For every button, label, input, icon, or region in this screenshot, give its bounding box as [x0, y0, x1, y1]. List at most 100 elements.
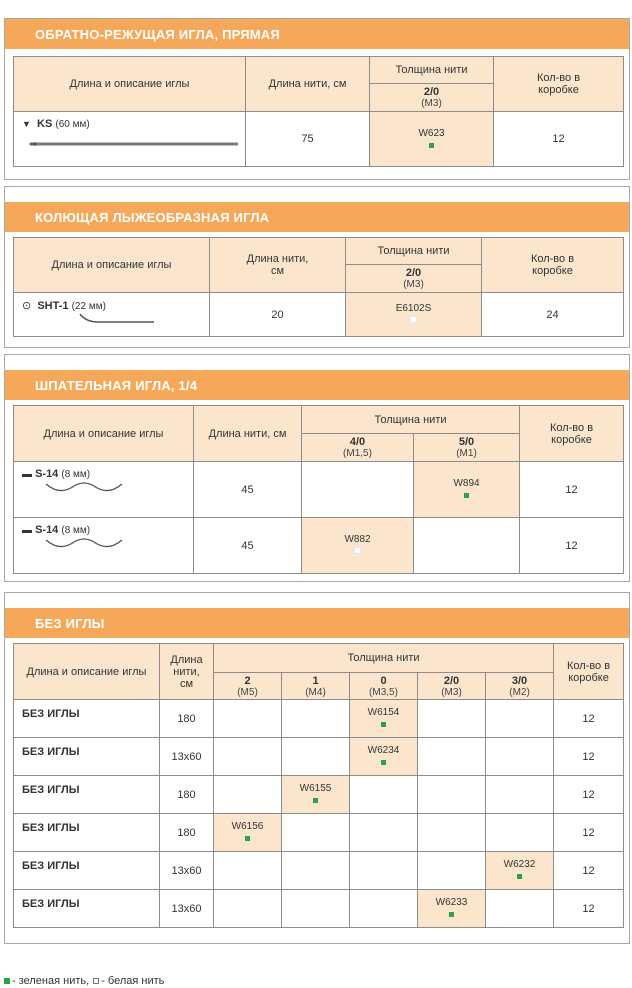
count-cell: 12	[553, 889, 625, 928]
length-cell: 45	[193, 517, 302, 574]
white-thread-marker	[410, 316, 417, 323]
product-code-cell: W6232	[484, 851, 555, 890]
empty-cell	[213, 699, 282, 738]
size-header: 2 (M5)	[213, 672, 282, 700]
header-needle: Длина и описание иглы	[13, 643, 160, 700]
needle-description: ▬ S-14 (8 мм)	[13, 517, 194, 574]
section-cutting-needle: ОБРАТНО-РЕЖУЩАЯ ИГЛА, ПРЯМАЯ Длина и опи…	[4, 18, 630, 180]
section-no-needle: БЕЗ ИГЛЫ Длина и описание иглы Длина нит…	[4, 592, 630, 944]
needle-description: ▬ S-14 (8 мм)	[13, 461, 194, 518]
empty-cell	[417, 851, 486, 890]
green-thread-marker	[449, 912, 454, 917]
curved-needle-icon	[45, 482, 123, 492]
product-table: Длина и описание иглы Длина нити, см Тол…	[13, 643, 625, 928]
count-cell: 12	[553, 737, 625, 776]
empty-cell	[281, 737, 350, 776]
header-thickness: Толщина нити	[301, 405, 520, 434]
product-code-cell: W623	[369, 111, 494, 167]
header-length: Длина нити, см	[193, 405, 302, 462]
green-thread-marker	[313, 798, 318, 803]
triangle-down-icon: ▼	[22, 119, 31, 129]
header-count: Кол-во в коробке	[519, 405, 624, 462]
count-cell: 12	[553, 851, 625, 890]
header-length: Длина нити, см	[159, 643, 214, 700]
empty-cell	[213, 737, 282, 776]
product-code-cell: W6234	[349, 737, 418, 776]
table-row: БЕЗ ИГЛЫ 13х60 W6232 12	[13, 851, 625, 890]
count-cell: 12	[519, 461, 624, 518]
empty-cell	[484, 699, 555, 738]
section-title: ОБРАТНО-РЕЖУЩАЯ ИГЛА, ПРЯМАЯ	[5, 19, 629, 49]
needle-description: ⊙ SHT-1 (22 мм)	[13, 292, 210, 337]
white-square-icon	[93, 978, 100, 984]
empty-cell	[301, 461, 414, 518]
size-header: 1 (M4)	[281, 672, 350, 700]
length-cell: 13х60	[159, 889, 214, 928]
size-header: 5/0 (M1)	[413, 433, 520, 462]
empty-cell	[349, 889, 418, 928]
length-cell: 180	[159, 775, 214, 814]
length-cell: 75	[245, 111, 370, 167]
legend: - зеленая нить, - белая нить	[4, 975, 164, 987]
empty-cell	[213, 851, 282, 890]
count-cell: 12	[553, 813, 625, 852]
needle-description: ▼ KS (60 мм)	[13, 111, 246, 167]
length-cell: 20	[209, 292, 346, 337]
needle-description: БЕЗ ИГЛЫ	[13, 813, 160, 852]
empty-cell	[484, 889, 555, 928]
product-table: Длина и описание иглы Длина нити, см Тол…	[13, 56, 624, 167]
count-cell: 24	[481, 292, 624, 337]
section-title: КОЛЮЩАЯ ЛЫЖЕОБРАЗНАЯ ИГЛА	[5, 202, 629, 232]
empty-cell	[349, 851, 418, 890]
spatula-icon: ▬	[22, 469, 32, 480]
empty-cell	[281, 699, 350, 738]
green-thread-marker	[381, 760, 386, 765]
size-header: 3/0 (M2)	[484, 672, 555, 700]
empty-cell	[349, 775, 418, 814]
needle-description: БЕЗ ИГЛЫ	[13, 699, 160, 738]
empty-cell	[484, 813, 555, 852]
table-row: БЕЗ ИГЛЫ 180 W6156 12	[13, 813, 625, 852]
spatula-icon: ▬	[22, 525, 32, 536]
needle-description: БЕЗ ИГЛЫ	[13, 737, 160, 776]
empty-cell	[281, 889, 350, 928]
table-row: БЕЗ ИГЛЫ 13х60 W6234 12	[13, 737, 625, 776]
length-cell: 45	[193, 461, 302, 518]
product-table: Длина и описание иглы Длина нити, см Тол…	[13, 405, 624, 574]
header-count: Кол-во в коробке	[481, 237, 624, 293]
needle-description: БЕЗ ИГЛЫ	[13, 889, 160, 928]
ski-needle-icon	[79, 313, 154, 323]
table-row: БЕЗ ИГЛЫ 13х60 W6233 12	[13, 889, 625, 928]
header-thickness: Толщина нити	[369, 56, 494, 84]
empty-cell	[281, 851, 350, 890]
header-needle: Длина и описание иглы	[13, 56, 246, 112]
green-thread-marker	[464, 493, 469, 498]
empty-cell	[349, 813, 418, 852]
product-code-cell: E6102S	[345, 292, 482, 337]
header-length: Длина нити, см	[209, 237, 346, 293]
product-table: Длина и описание иглы Длина нити, см Тол…	[13, 237, 624, 337]
length-cell: 13х60	[159, 851, 214, 890]
white-thread-marker	[354, 547, 361, 554]
product-code-cell: W6156	[213, 813, 282, 852]
empty-cell	[213, 775, 282, 814]
green-thread-marker	[429, 142, 434, 148]
header-count: Кол-во в коробке	[553, 643, 625, 700]
section-piercing-needle: КОЛЮЩАЯ ЛЫЖЕОБРАЗНАЯ ИГЛА Длина и описан…	[4, 186, 630, 348]
empty-cell	[484, 775, 555, 814]
green-square-icon	[4, 978, 10, 984]
size-header: 2/0 (M3)	[345, 264, 482, 293]
section-spatula-needle: ШПАТЕЛЬНАЯ ИГЛА, 1/4 Длина и описание иг…	[4, 354, 630, 582]
curved-needle-icon	[45, 538, 123, 548]
empty-cell	[281, 813, 350, 852]
product-code-cell: W6154	[349, 699, 418, 738]
header-length: Длина нити, см	[245, 56, 370, 112]
empty-cell	[484, 737, 555, 776]
needle-description: БЕЗ ИГЛЫ	[13, 851, 160, 890]
header-needle: Длина и описание иглы	[13, 237, 210, 293]
count-cell: 12	[553, 699, 625, 738]
count-cell: 12	[553, 775, 625, 814]
legend-white-label: - белая нить	[101, 975, 165, 987]
length-cell: 180	[159, 813, 214, 852]
empty-cell	[417, 813, 486, 852]
